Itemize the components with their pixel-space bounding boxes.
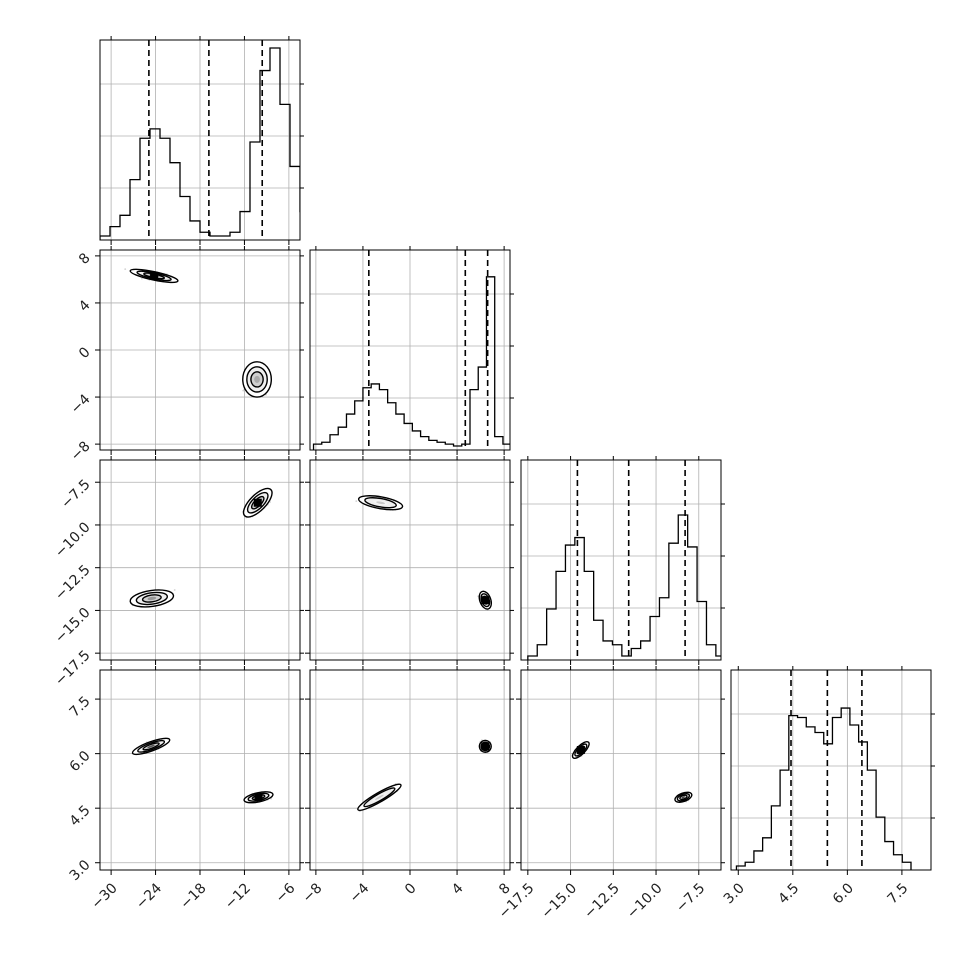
y-tick-label: −10.0	[52, 519, 94, 561]
density-max-bin	[150, 271, 159, 280]
y-tick-label: 4	[76, 297, 94, 315]
scatter-panel-1-0: −8 −4 0 4 8	[68, 246, 304, 464]
panel-content	[355, 495, 493, 611]
sample-point	[355, 500, 358, 502]
y-tick-label: −12.5	[52, 562, 94, 604]
histogram-panel-1	[309, 246, 514, 455]
scatter-panel-2-1	[305, 456, 514, 665]
y-tick-label: −7.5	[58, 477, 93, 512]
panel-content	[129, 487, 273, 608]
density-max-bin	[253, 498, 262, 507]
y-tick-label: 8	[76, 250, 94, 268]
density-peak	[254, 375, 260, 383]
histogram-panel-0	[99, 36, 304, 245]
histogram-step	[100, 47, 300, 240]
sample-point	[124, 268, 127, 270]
scatter-panel-2-0: −17.5−15.0−12.5−10.0 −7.5	[52, 456, 304, 689]
y-tick-label: −15.0	[52, 605, 94, 647]
density-peak	[147, 596, 157, 601]
y-tick-label: 0	[76, 344, 94, 362]
panel-content	[124, 268, 273, 398]
histogram-step	[312, 276, 510, 450]
density-peak	[376, 501, 386, 505]
sample-point	[173, 589, 176, 591]
sample-point	[242, 389, 245, 392]
sample-point	[141, 277, 143, 280]
y-tick-label: −8	[68, 438, 94, 464]
y-tick-label: −17.5	[52, 648, 94, 690]
y-tick-label: −4	[68, 391, 94, 417]
panel-content	[312, 250, 510, 450]
panel-content	[100, 40, 300, 240]
